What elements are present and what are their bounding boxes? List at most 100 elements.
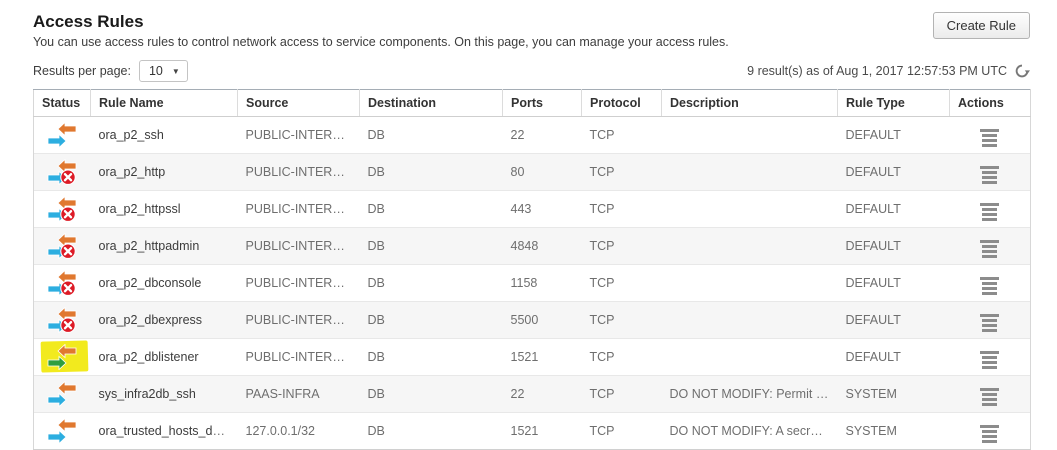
actions-menu-icon[interactable] <box>978 312 1001 334</box>
disabled-x-badge <box>60 243 76 260</box>
rule-type-cell: DEFAULT <box>845 350 901 365</box>
ports-cell: 5500 <box>510 313 539 328</box>
table-row: ora_p2_httpadmin PUBLIC-INTERNET DB 4848… <box>33 227 1031 265</box>
ports-cell: 22 <box>510 387 525 402</box>
actions-menu-icon[interactable] <box>978 423 1001 445</box>
actions-menu-icon[interactable] <box>978 164 1001 186</box>
results-per-page-label: Results per page: <box>33 64 131 79</box>
ports-cell: 1158 <box>510 276 538 291</box>
source-cell: PAAS-INFRA <box>245 387 320 402</box>
source-cell: PUBLIC-INTERNET <box>245 165 358 180</box>
ports-cell: 4848 <box>510 239 539 254</box>
status-icon <box>47 381 77 408</box>
column-header-protocol: Protocol <box>581 89 662 118</box>
column-header-rule-type: Rule Type <box>837 89 950 118</box>
protocol-cell: TCP <box>589 128 615 143</box>
rule-name: ora_p2_http <box>98 165 166 180</box>
protocol-cell: TCP <box>589 165 615 180</box>
rule-type-cell: SYSTEM <box>845 387 897 402</box>
destination-cell: DB <box>367 313 385 328</box>
protocol-cell: TCP <box>589 313 615 328</box>
table-row: ora_trusted_hosts_dbli... 127.0.0.1/32 D… <box>33 412 1031 450</box>
protocol-cell: TCP <box>589 424 615 439</box>
protocol-cell: TCP <box>589 239 615 254</box>
status-icon <box>47 307 77 334</box>
column-header-source: Source <box>237 89 360 118</box>
rule-name: ora_p2_httpadmin <box>98 239 200 254</box>
status-icon <box>47 344 77 371</box>
status-icon <box>47 418 77 445</box>
rule-type-cell: DEFAULT <box>845 313 901 328</box>
destination-cell: DB <box>367 350 385 365</box>
results-summary: 9 result(s) as of Aug 1, 2017 12:57:53 P… <box>747 64 1007 79</box>
table-row: ora_p2_httpssl PUBLIC-INTERNET DB 443 TC… <box>33 190 1031 228</box>
table-row: ora_p2_dbexpress PUBLIC-INTERNET DB 5500… <box>33 301 1031 339</box>
source-cell: PUBLIC-INTERNET <box>245 128 358 143</box>
rule-name: sys_infra2db_ssh <box>98 387 196 402</box>
rule-type-cell: DEFAULT <box>845 128 901 143</box>
results-per-page-select[interactable]: 10 ▼ <box>138 60 188 83</box>
description-cell: DO NOT MODIFY: A secrule... <box>669 424 838 439</box>
destination-cell: DB <box>367 165 385 180</box>
actions-menu-icon[interactable] <box>978 349 1001 371</box>
results-per-page-value: 10 <box>148 64 163 79</box>
column-header-status: Status <box>33 89 91 118</box>
status-cell <box>33 153 91 191</box>
column-header-actions: Actions <box>949 89 1031 118</box>
table-row: sys_infra2db_ssh PAAS-INFRA DB 22 TCP DO… <box>33 375 1031 413</box>
disabled-x-badge <box>60 206 76 223</box>
status-icon <box>47 122 77 149</box>
protocol-cell: TCP <box>589 276 615 291</box>
actions-menu-icon[interactable] <box>978 275 1001 297</box>
header-text: Access Rules You can use access rules to… <box>33 12 729 49</box>
ports-cell: 1521 <box>510 424 539 439</box>
rule-type-cell: SYSTEM <box>845 424 897 439</box>
destination-cell: DB <box>367 424 385 439</box>
destination-cell: DB <box>367 202 385 217</box>
ports-cell: 443 <box>510 202 532 217</box>
disabled-x-badge <box>60 169 76 186</box>
rule-name: ora_p2_dblistener <box>98 350 199 365</box>
source-cell: PUBLIC-INTERNET <box>245 202 358 217</box>
status-cell <box>33 301 91 339</box>
destination-cell: DB <box>367 276 385 291</box>
source-cell: PUBLIC-INTERNET <box>245 239 358 254</box>
description-cell: DO NOT MODIFY: Permit P... <box>669 387 833 402</box>
status-cell <box>33 227 91 265</box>
create-rule-button[interactable]: Create Rule <box>932 12 1030 39</box>
protocol-cell: TCP <box>589 350 615 365</box>
actions-menu-icon[interactable] <box>978 386 1001 408</box>
destination-cell: DB <box>367 128 385 143</box>
source-cell: 127.0.0.1/32 <box>245 424 316 439</box>
page-subtitle: You can use access rules to control netw… <box>33 35 729 50</box>
status-cell <box>33 190 91 228</box>
actions-menu-icon[interactable] <box>978 201 1001 223</box>
disabled-x-badge <box>60 317 76 334</box>
status-cell <box>33 116 91 154</box>
rule-name: ora_trusted_hosts_dbli... <box>98 424 236 439</box>
table-row: ora_p2_ssh PUBLIC-INTERNET DB 22 TCP DEF… <box>33 116 1031 154</box>
table-header-row: Status Rule Name Source Destination Port… <box>33 89 1031 118</box>
status-cell <box>33 338 91 376</box>
actions-menu-icon[interactable] <box>978 238 1001 260</box>
ports-cell: 1521 <box>510 350 539 365</box>
table-row: ora_p2_http PUBLIC-INTERNET DB 80 TCP DE… <box>33 153 1031 191</box>
rule-name: ora_p2_ssh <box>98 128 164 143</box>
protocol-cell: TCP <box>589 387 615 402</box>
status-icon <box>47 233 77 260</box>
rule-type-cell: DEFAULT <box>845 276 901 291</box>
column-header-ports: Ports <box>502 89 582 118</box>
rule-name: ora_p2_dbexpress <box>98 313 203 328</box>
chevron-down-icon: ▼ <box>171 66 180 76</box>
ports-cell: 22 <box>510 128 525 143</box>
source-cell: PUBLIC-INTERNET <box>245 276 358 291</box>
column-header-destination: Destination <box>359 89 503 118</box>
destination-cell: DB <box>367 239 385 254</box>
actions-menu-icon[interactable] <box>978 127 1001 149</box>
column-header-rule-name: Rule Name <box>90 89 238 118</box>
table-row: ora_p2_dbconsole PUBLIC-INTERNET DB 1158… <box>33 264 1031 302</box>
refresh-icon[interactable] <box>1014 63 1030 79</box>
rule-type-cell: DEFAULT <box>845 239 901 254</box>
disabled-x-badge <box>60 280 76 297</box>
